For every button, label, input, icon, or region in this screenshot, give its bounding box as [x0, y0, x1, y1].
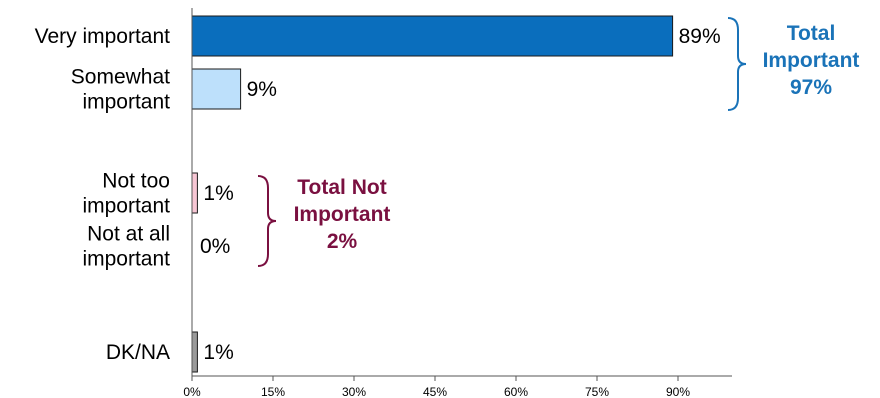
bar-1 — [191, 68, 242, 110]
bracket-0 — [727, 17, 747, 111]
annotations: Total Important 97% Total Not Important 2% — [257, 17, 860, 267]
bar-0 — [191, 15, 674, 57]
value-label-3: 0% — [200, 235, 230, 258]
category-label-3: Not at all important — [82, 223, 170, 271]
category-label-1: Somewhat important — [71, 66, 170, 114]
x-tick-label-1: 15% — [261, 385, 285, 398]
value-label-1: 9% — [247, 78, 277, 101]
x-tick-label-3: 45% — [423, 385, 447, 398]
bars-group — [191, 15, 674, 373]
category-label-0: Very important — [35, 25, 171, 48]
bracket-1 — [257, 175, 277, 267]
bar-4 — [191, 331, 198, 373]
annotation-1: Total Not Important 2% — [294, 176, 391, 253]
x-tick-label-2: 30% — [342, 385, 366, 398]
annotation-0: Total Important 97% — [763, 22, 860, 99]
value-label-0: 89% — [679, 25, 721, 48]
category-label-2: Not too important — [82, 170, 170, 218]
category-label-4: DK/NA — [106, 341, 170, 364]
value-label-4: 1% — [203, 341, 233, 364]
value-labels: 89% 9% 1% 0% 1% — [200, 25, 721, 364]
axes: 0% 15% 30% 45% 60% 75% 90% — [183, 8, 732, 398]
x-tick-label-4: 60% — [504, 385, 528, 398]
x-tick-label-6: 90% — [666, 385, 690, 398]
x-tick-label-0: 0% — [183, 385, 201, 398]
category-labels: Very important Somewhat important Not too im… — [35, 25, 171, 364]
x-tick-label-5: 75% — [585, 385, 609, 398]
bar-2 — [191, 172, 198, 214]
value-label-2: 1% — [203, 182, 233, 205]
